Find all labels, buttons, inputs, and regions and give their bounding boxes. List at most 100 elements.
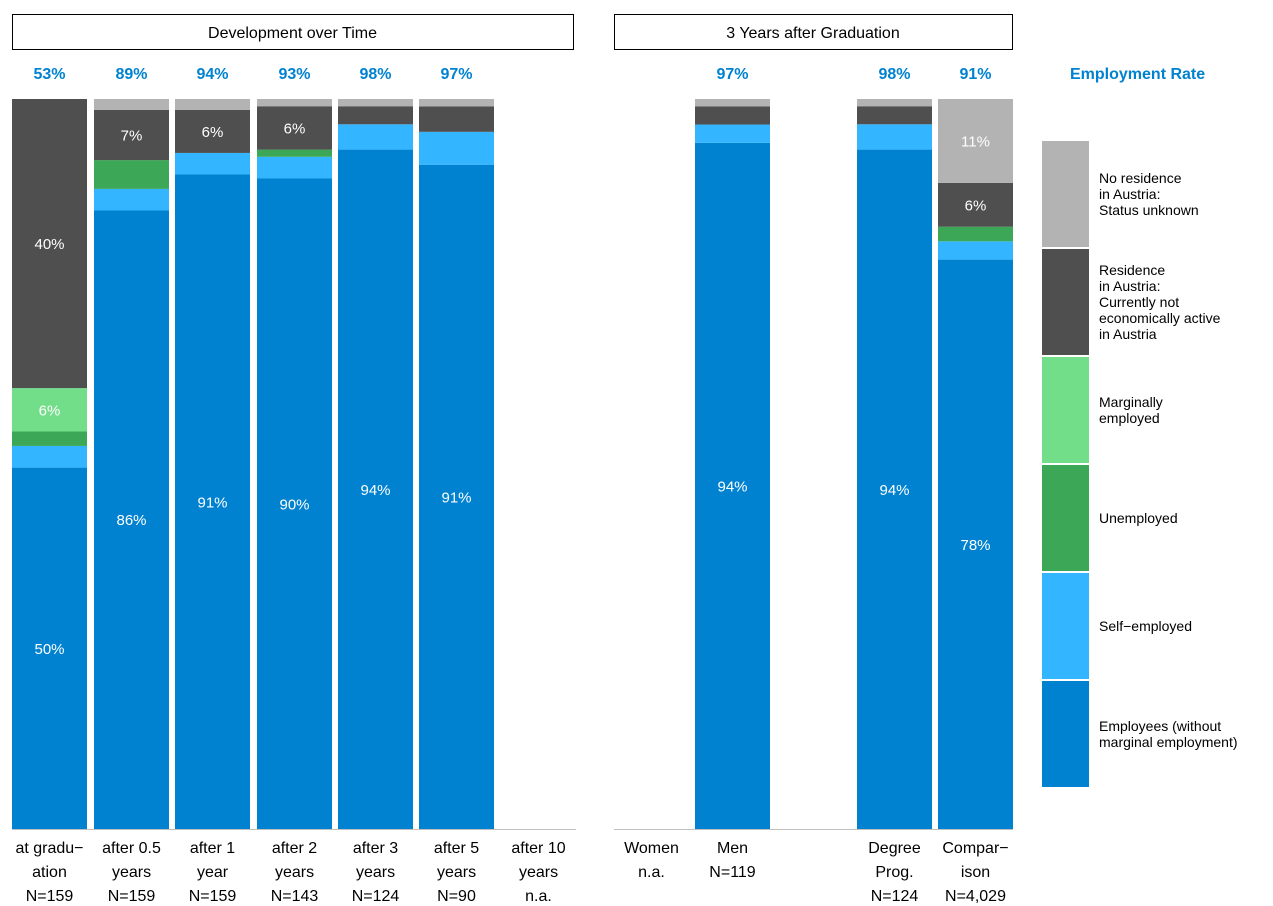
employment-rate-6: 97% (440, 66, 472, 83)
category-label-3-line-2: year (197, 864, 229, 881)
legend-label-6-line-3: Status unknown (1099, 202, 1199, 218)
category-label-8-line-1: Women (624, 840, 679, 857)
bar-segment-11-unemployed (938, 226, 1013, 242)
bar-segment-11-self-employed (938, 241, 1013, 260)
data-label-4-1: 90% (279, 496, 309, 513)
employment-rate-10: 98% (878, 66, 910, 83)
data-label-5-1: 94% (360, 482, 390, 499)
data-label-11-6: 11% (961, 133, 990, 150)
legend-label-5-line-1: Residence (1099, 262, 1165, 278)
category-label-4-line-2: years (275, 864, 314, 881)
bars: 50% 6% 40% 86% 7% 91% 6% 90% 6% 94% 91% 94% 94% 78% 6%… (12, 99, 1013, 830)
bar-segment-1-marginally-employed (12, 388, 87, 432)
bar-segment-3-self-employed (175, 152, 250, 175)
bar-segment-5-self-employed (338, 124, 413, 150)
category-label-2-line-3: N=159 (108, 888, 156, 905)
bar-segment-6-no-residence-in-austria- (419, 99, 494, 107)
legend-label-2-line-1: Self−employed (1099, 618, 1192, 634)
category-label-5-line-1: after 3 (353, 840, 398, 857)
data-label-1-4: 6% (39, 402, 61, 419)
bar-segment-4-self-employed (257, 156, 332, 179)
legend-label-5-line-3: Currently not (1099, 294, 1179, 310)
employment-rate-5: 98% (359, 66, 391, 83)
category-label-6-line-2: years (437, 864, 476, 881)
category-label-11-line-2: ison (961, 864, 990, 881)
bar-segment-1-residence-in-austria-cur (12, 99, 87, 389)
category-label-9-line-1: Men (717, 840, 748, 857)
data-label-2-5: 7% (121, 127, 143, 144)
employment-rate-4: 93% (278, 66, 310, 83)
data-label-3-5: 6% (202, 124, 224, 141)
data-label-6-1: 91% (441, 489, 471, 506)
bar-segment-3-residence-in-austria-cur (175, 109, 250, 153)
employment-rate-row: 53% 89% 94% 93% 98% 97% 97% 98% 91% Employment Ra… (33, 66, 1205, 83)
bar-segment-10-self-employed (857, 124, 932, 150)
bar-segment-5-employees-without-margin (338, 149, 413, 830)
category-label-7-line-2: years (519, 864, 558, 881)
employment-rate-header: Employment Rate (1070, 66, 1205, 83)
employment-rate-9: 97% (716, 66, 748, 83)
bar-segment-6-self-employed (419, 131, 494, 165)
legend-label-5-line-2: in Austria: (1099, 278, 1160, 294)
legend-swatch-residence-in-austria-cur (1042, 249, 1089, 355)
legend-label-4-line-2: employed (1099, 410, 1160, 426)
bar-segment-6-residence-in-austria-cur (419, 106, 494, 132)
bar-segment-11-residence-in-austria-cur (938, 182, 1013, 227)
bar-segment-4-employees-without-margin (257, 178, 332, 829)
category-label-11-line-3: N=4,029 (945, 888, 1006, 905)
data-label-9-1: 94% (717, 478, 747, 495)
legend-label-1-line-1: Employees (without (1099, 718, 1221, 734)
data-label-1-1: 50% (34, 641, 64, 658)
category-label-10-line-3: N=124 (871, 888, 919, 905)
panel-title-2: 3 Years after Graduation (726, 25, 899, 42)
bar-segment-1-employees-without-margin (12, 467, 87, 829)
bar-segment-1-unemployed (12, 431, 87, 446)
category-label-9-line-2: N=119 (709, 864, 756, 881)
category-label-2-line-2: years (112, 864, 151, 881)
data-label-1-5: 40% (34, 236, 64, 253)
category-label-11-line-1: Compar− (942, 840, 1008, 857)
data-label-2-1: 86% (116, 512, 146, 529)
employment-rate-3: 94% (196, 66, 228, 83)
panel-title-1: Development over Time (208, 25, 377, 42)
category-label-3-line-1: after 1 (190, 840, 235, 857)
category-label-1-line-2: ation (32, 864, 67, 881)
data-label-4-5: 6% (284, 120, 306, 137)
legend-swatch-no-residence-in-austria- (1042, 141, 1089, 247)
legend-swatch-employees-without-margin (1042, 681, 1089, 787)
bar-segment-9-no-residence-in-austria- (695, 99, 770, 107)
category-label-8-line-2: n.a. (638, 864, 665, 881)
category-label-1-line-1: at gradu− (15, 840, 83, 857)
category-label-4-line-1: after 2 (272, 840, 317, 857)
category-label-5-line-2: years (356, 864, 395, 881)
data-label-3-1: 91% (197, 494, 227, 511)
legend-label-5-line-5: in Austria (1099, 326, 1157, 342)
data-label-10-1: 94% (879, 482, 909, 499)
bar-segment-4-residence-in-austria-cur (257, 106, 332, 150)
legend-label-3-line-1: Unemployed (1099, 510, 1178, 526)
bar-segment-3-no-residence-in-austria- (175, 99, 250, 110)
bar-segment-6-employees-without-margin (419, 164, 494, 829)
category-label-10-line-1: Degree (868, 840, 921, 857)
bar-segment-5-residence-in-austria-cur (338, 106, 413, 125)
bar-segment-9-residence-in-austria-cur (695, 106, 770, 125)
category-labels: at gradu− ation N=159 after 0.5 years N=159 af… (15, 840, 1008, 905)
legend-label-5-line-4: economically active (1099, 310, 1221, 326)
panel-header-box-2 (614, 14, 1013, 50)
employment-rate-11: 91% (959, 66, 991, 83)
bar-segment-4-unemployed (257, 149, 332, 157)
bar-segment-2-employees-without-margin (94, 210, 169, 830)
bar-segment-2-unemployed (94, 160, 169, 189)
bar-segment-9-self-employed (695, 124, 770, 143)
legend-label-4-line-1: Marginally (1099, 394, 1163, 410)
bar-segment-4-no-residence-in-austria- (257, 99, 332, 107)
category-label-2-line-1: after 0.5 (102, 840, 161, 857)
legend-swatch-marginally-employed (1042, 357, 1089, 463)
category-label-1-line-3: N=159 (26, 888, 74, 905)
bar-segment-10-residence-in-austria-cur (857, 106, 932, 125)
category-label-3-line-3: N=159 (189, 888, 237, 905)
bar-segment-2-no-residence-in-austria- (94, 99, 169, 110)
category-label-6-line-3: N=90 (437, 888, 476, 905)
category-label-6-line-1: after 5 (434, 840, 479, 857)
